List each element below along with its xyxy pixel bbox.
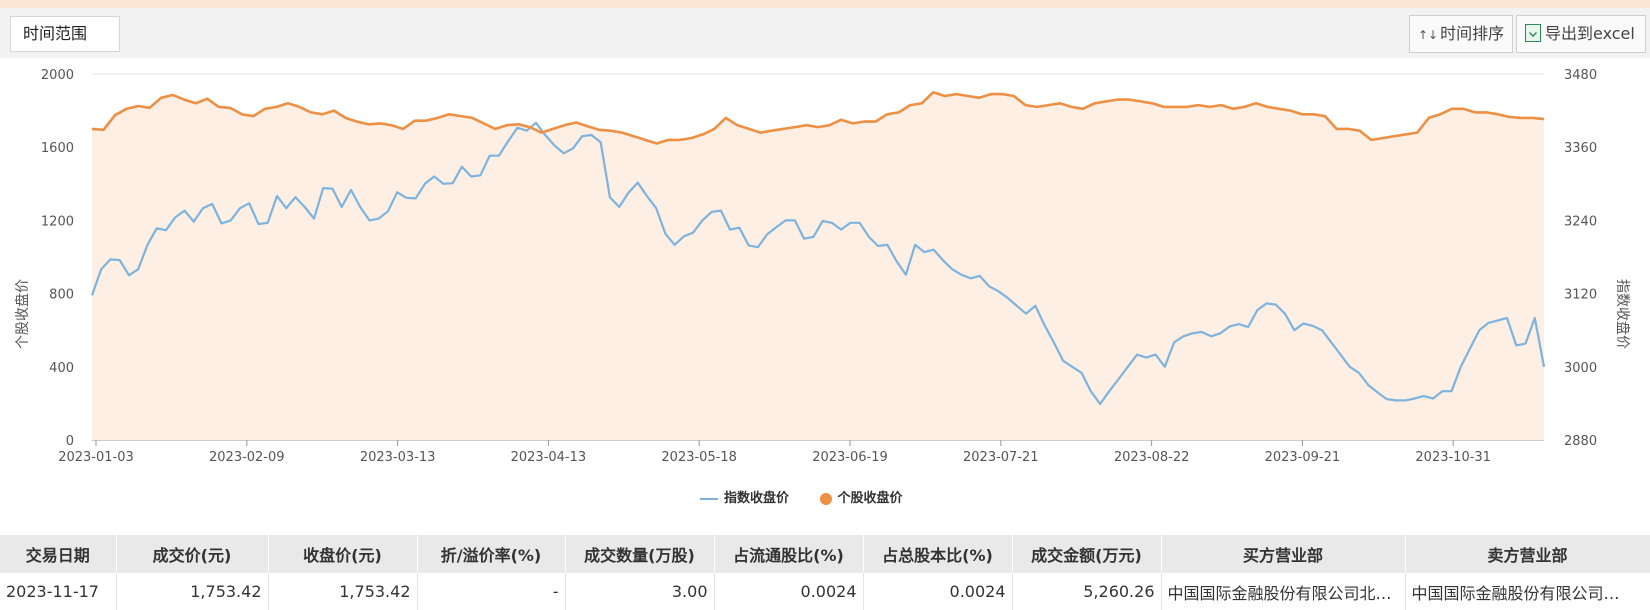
cell-float-ratio: 0.0024 — [714, 573, 864, 610]
chart-axes: 0 400 800 1200 1600 2000 2880 3000 3120 3240 3360 3… — [41, 68, 1597, 465]
x-tick-label: 2023-10-31 — [1415, 450, 1491, 465]
col-header-deal-price[interactable]: 成交价(元) — [116, 535, 269, 573]
y-right-tick-label: 3360 — [1564, 141, 1597, 156]
block-trade-table: 交易日期 成交价(元) 收盘价(元) 折/溢价率(%) 成交数量(万股) 占流通… — [0, 535, 1650, 610]
top-accent-bar — [0, 0, 1650, 8]
y-left-tick-label: 1600 — [41, 141, 74, 156]
legend-dot-marker — [819, 492, 832, 505]
price-chart: 0 400 800 1200 1600 2000 2880 3000 3120 3240 3360 3… — [14, 68, 1631, 465]
cell-total-ratio: 0.0024 — [863, 573, 1013, 610]
col-header-buyer[interactable]: 买方营业部 — [1161, 535, 1406, 573]
col-header-amount[interactable]: 成交金额(万元) — [1012, 535, 1162, 573]
y-left-tick-label: 0 — [66, 434, 74, 449]
y-left-tick-label: 800 — [49, 288, 74, 303]
cell-volume: 3.00 — [565, 573, 715, 610]
sort-button-label: 时间排序 — [1440, 24, 1505, 43]
sort-by-time-button[interactable]: ↑↓ 时间排序 — [1409, 15, 1513, 53]
y-right-tick-label: 3240 — [1564, 214, 1597, 229]
index-line — [90, 121, 1546, 406]
x-tick-label: 2023-01-03 — [58, 450, 134, 465]
y-right-tick-label: 3120 — [1564, 288, 1597, 303]
legend-item-stock[interactable]: 个股收盘价 — [819, 487, 903, 506]
y-right-tick-label: 2880 — [1564, 434, 1597, 449]
col-header-float-ratio[interactable]: 占流通股比(%) — [714, 535, 864, 573]
sort-icon: ↑↓ — [1418, 28, 1439, 42]
x-tick-label: 2023-03-13 — [360, 450, 436, 465]
x-tick-label: 2023-04-13 — [511, 450, 587, 465]
col-header-date[interactable]: 交易日期 — [0, 535, 117, 573]
export-button-label: 导出到excel — [1545, 24, 1635, 43]
cell-deal-price: 1,753.42 — [116, 573, 269, 610]
legend-stock-label: 个股收盘价 — [837, 491, 903, 506]
table-row: 2023-11-17 1,753.42 1,753.42 - 3.00 0.00… — [0, 573, 1650, 610]
col-header-seller[interactable]: 卖方营业部 — [1405, 535, 1650, 573]
x-tick-label: 2023-09-21 — [1265, 450, 1341, 465]
y-right-tick-label: 3000 — [1564, 361, 1597, 376]
col-header-total-ratio[interactable]: 占总股本比(%) — [863, 535, 1013, 573]
cell-date: 2023-11-17 — [0, 573, 117, 610]
col-header-premium[interactable]: 折/溢价率(%) — [417, 535, 566, 573]
legend-line-marker — [700, 497, 718, 500]
col-header-volume[interactable]: 成交数量(万股) — [565, 535, 715, 573]
col-header-close-price[interactable]: 收盘价(元) — [268, 535, 418, 573]
x-tick-label: 2023-05-18 — [661, 450, 737, 465]
x-tick-label: 2023-06-19 — [812, 450, 888, 465]
y-axis-right-label: 指数收盘价 — [1614, 279, 1631, 349]
cell-buyer[interactable]: 中国国际金融股份有限公司北… — [1161, 573, 1406, 610]
table-header-row: 交易日期 成交价(元) 收盘价(元) 折/溢价率(%) 成交数量(万股) 占流通… — [0, 535, 1650, 573]
export-excel-button[interactable]: 导出到excel — [1516, 15, 1646, 53]
legend-index-label: 指数收盘价 — [724, 491, 790, 506]
excel-icon — [1525, 24, 1541, 42]
cell-amount: 5,260.26 — [1012, 573, 1162, 610]
toolbar: 时间范围 ↑↓ 时间排序 导出到excel — [0, 8, 1650, 58]
time-range-select[interactable]: 时间范围 — [10, 16, 120, 52]
y-left-tick-label: 400 — [49, 361, 74, 376]
x-tick-label: 2023-08-22 — [1114, 450, 1190, 465]
stock-line — [91, 90, 1545, 145]
cell-seller[interactable]: 中国国际金融股份有限公司… — [1405, 573, 1650, 610]
cell-close-price: 1,753.42 — [268, 573, 418, 610]
y-left-tick-label: 1200 — [41, 214, 74, 229]
y-right-tick-label: 3480 — [1564, 68, 1597, 83]
stock-area-fill — [92, 92, 1544, 441]
x-tick-label: 2023-02-09 — [209, 450, 285, 465]
y-axis-left-label: 个股收盘价 — [14, 279, 31, 349]
chart-legend: 指数收盘价 个股收盘价 — [700, 487, 929, 506]
y-left-tick-label: 2000 — [41, 68, 74, 83]
cell-premium: - — [417, 573, 566, 610]
legend-item-index[interactable]: 指数收盘价 — [700, 487, 789, 506]
x-tick-label: 2023-07-21 — [963, 450, 1039, 465]
